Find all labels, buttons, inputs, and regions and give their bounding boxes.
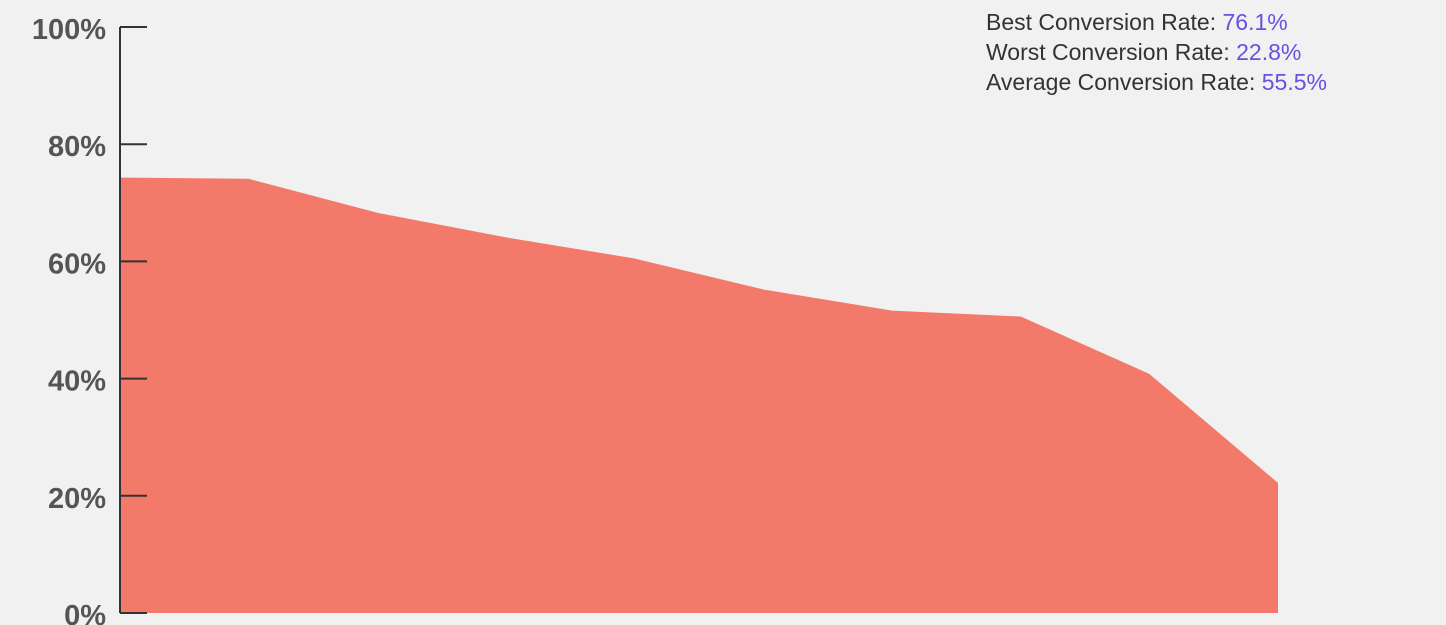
y-tick-label: 0% xyxy=(64,600,106,625)
conversion-rate-area xyxy=(120,177,1278,613)
y-tick-label: 20% xyxy=(48,483,106,515)
best-conversion-value: 76.1% xyxy=(1222,9,1288,35)
best-conversion-rate: Best Conversion Rate: 76.1% xyxy=(986,7,1327,37)
average-conversion-rate: Average Conversion Rate: 55.5% xyxy=(986,67,1327,97)
y-axis: 0% 20% 40% 60% 80% 100% xyxy=(32,14,147,625)
worst-conversion-value: 22.8% xyxy=(1236,39,1302,65)
average-conversion-label: Average Conversion Rate: xyxy=(986,69,1262,95)
worst-conversion-label: Worst Conversion Rate: xyxy=(986,39,1237,65)
y-tick-label: 40% xyxy=(48,366,106,398)
best-conversion-label: Best Conversion Rate: xyxy=(986,9,1223,35)
y-tick-label: 60% xyxy=(48,248,106,280)
conversion-stats-panel: Best Conversion Rate: 76.1% Worst Conver… xyxy=(986,7,1327,97)
average-conversion-value: 55.5% xyxy=(1261,69,1327,95)
y-tick-label: 80% xyxy=(48,131,106,163)
y-tick-label: 100% xyxy=(32,14,106,46)
worst-conversion-rate: Worst Conversion Rate: 22.8% xyxy=(986,37,1327,67)
